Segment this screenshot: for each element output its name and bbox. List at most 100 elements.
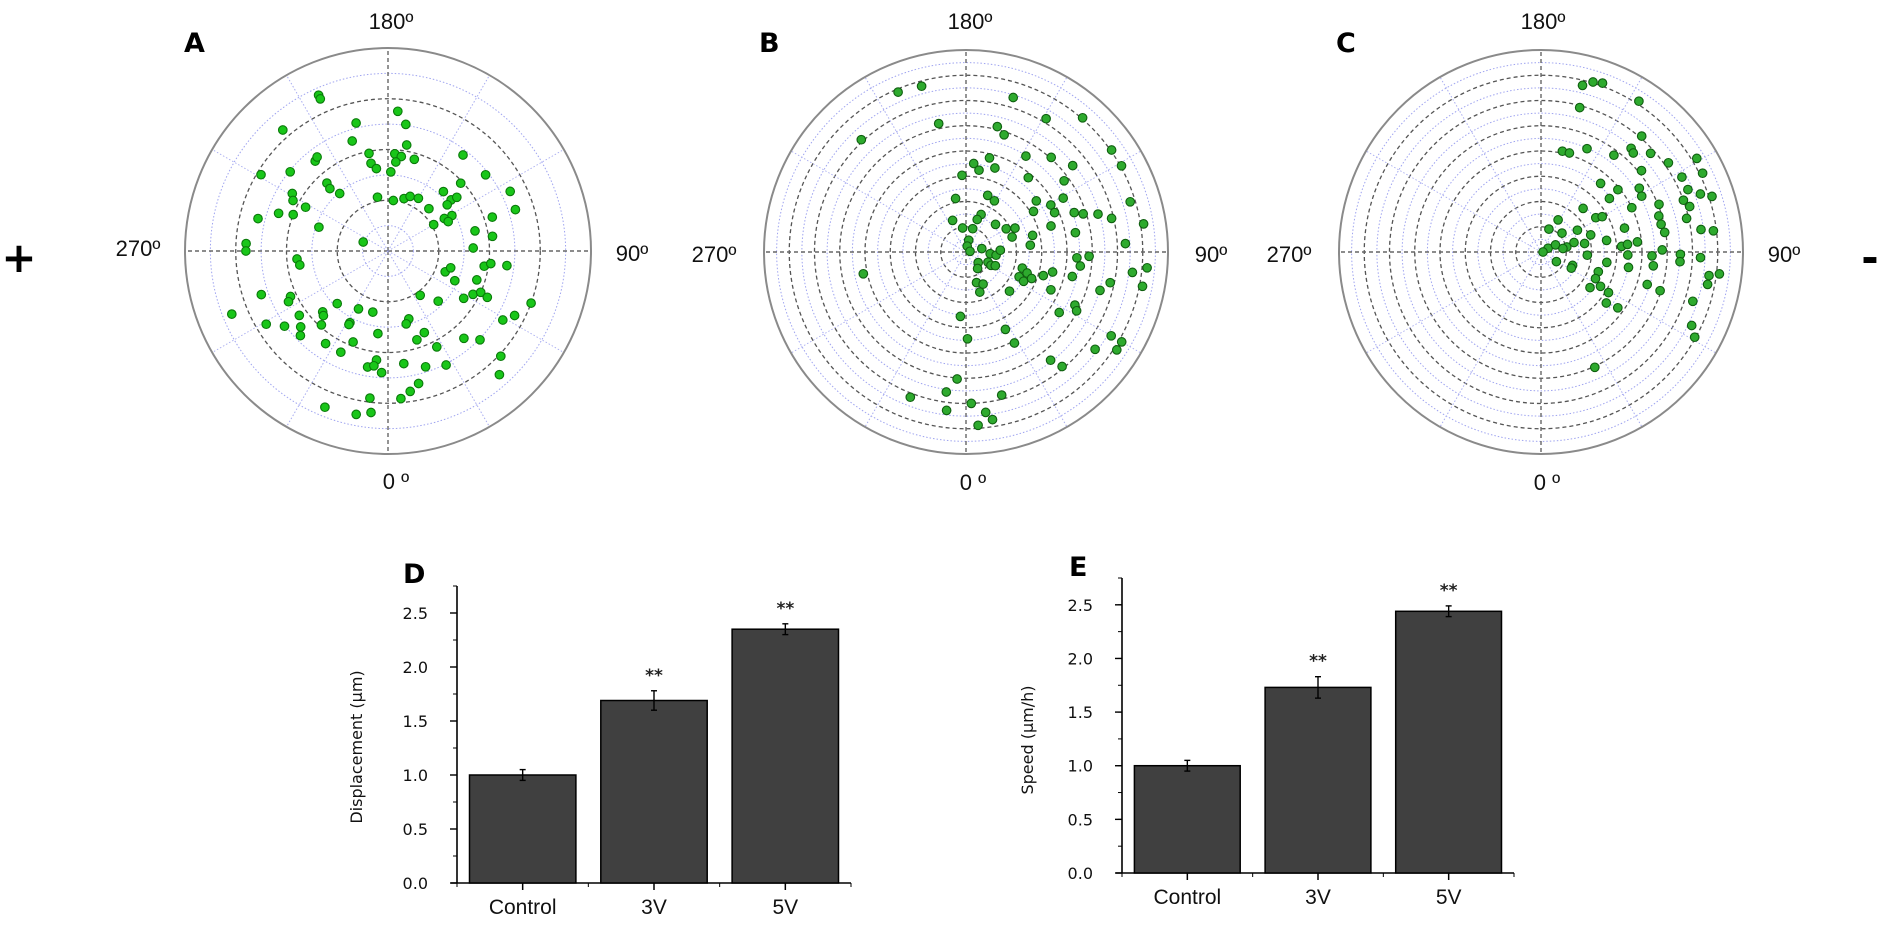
scatter-point — [1636, 191, 1647, 202]
bar-3v — [1264, 686, 1372, 874]
scatter-point — [390, 157, 401, 167]
scatter-point — [1578, 203, 1588, 214]
scatter-point — [1647, 251, 1657, 261]
scatter-point — [497, 315, 508, 325]
angle-label-bottom-c: 0 º — [1534, 470, 1560, 495]
angular-gridline — [1540, 251, 1643, 428]
scatter-point — [1645, 148, 1656, 159]
x-tick-label: Control — [1153, 886, 1221, 909]
scatter-point — [1007, 232, 1017, 242]
scatter-point — [941, 387, 952, 397]
scatter-point — [972, 214, 983, 225]
scatter-point — [405, 386, 416, 397]
scatter-point — [376, 367, 387, 378]
panel-label-c: C — [1336, 28, 1356, 59]
scatter-point — [353, 304, 364, 314]
scatter-point — [1069, 207, 1080, 218]
scatter-point — [982, 190, 993, 201]
scatter-point — [441, 360, 451, 370]
scatter-point — [978, 279, 988, 289]
polar-plot-b: B 180º 90º 0 º 270º — [692, 9, 1228, 495]
scatter-point — [1609, 150, 1619, 161]
significance-marker: ** — [1309, 652, 1327, 672]
angular-gridline — [965, 251, 1068, 428]
y-tick-label: 1.5 — [403, 712, 428, 731]
scatter-point — [987, 414, 998, 425]
scatter-point — [1018, 276, 1029, 287]
scatter-point — [1582, 250, 1593, 261]
scatter-point — [455, 178, 466, 189]
scatter-point — [502, 260, 512, 271]
radial-gridline-major — [235, 98, 541, 404]
y-tick-label: 1.0 — [1068, 757, 1093, 776]
scatter-point — [277, 125, 288, 135]
scatter-point — [320, 338, 331, 349]
scatter-point — [241, 246, 251, 256]
scatter-point — [989, 195, 1000, 206]
scatter-point — [1106, 213, 1117, 224]
scatter-point — [1714, 269, 1725, 279]
polar-plot-c: C 180º 90º 0 º 270º — [1267, 9, 1801, 495]
y-tick-label: 1.5 — [1068, 703, 1093, 722]
scatter-point — [1648, 260, 1659, 271]
y-axis-title-e: Speed (µm/h) — [1018, 685, 1037, 794]
y-axis-title-d: Displacement (µm) — [347, 670, 366, 823]
scatter-point — [412, 334, 422, 345]
scatter-point — [1634, 96, 1644, 107]
angular-gridline — [387, 250, 490, 428]
scatter-point — [451, 192, 462, 203]
scatter-point — [1704, 270, 1714, 281]
scatter-point — [459, 333, 469, 344]
x-tick-label: Control — [489, 896, 557, 919]
scatter-point — [1681, 213, 1692, 224]
scatter-point — [1702, 279, 1713, 290]
scatter-point — [366, 407, 376, 418]
scatter-point — [424, 203, 434, 214]
scatter-point — [952, 374, 962, 384]
angle-label-left-b: 270º — [692, 242, 737, 267]
scatter-point — [1127, 267, 1138, 278]
scatter-point — [288, 209, 299, 220]
scatter-point — [1059, 175, 1069, 186]
scatter-point — [950, 193, 961, 204]
angle-label-top-c: 180º — [1521, 9, 1566, 34]
scatter-point — [1622, 250, 1633, 260]
scatter-point — [1687, 296, 1698, 307]
scatter-point — [420, 361, 431, 372]
y-tick-label: 2.5 — [1068, 596, 1093, 615]
angular-gridline — [1540, 150, 1717, 253]
scatter-point — [273, 208, 284, 219]
scatter-point — [401, 319, 412, 329]
radial-gridline-major — [889, 175, 1043, 329]
scatter-point — [485, 258, 496, 269]
scatter-point — [1654, 199, 1664, 210]
y-tick-label: 0.5 — [403, 820, 428, 839]
scatter-point — [1544, 224, 1554, 234]
scatter-point — [344, 319, 354, 330]
radial-gridline-minor — [1527, 238, 1555, 266]
scatter-point — [1601, 235, 1612, 246]
scatter-point — [413, 378, 424, 389]
scatter-point — [348, 337, 358, 347]
angle-label-top-a: 180º — [369, 9, 414, 34]
scatter-point — [1695, 189, 1706, 199]
x-tick-label: 5V — [1436, 886, 1462, 909]
angular-gridline — [387, 74, 490, 252]
radial-gridline-major — [1464, 175, 1618, 329]
y-tick-label: 0.0 — [1068, 864, 1093, 883]
scatter-point — [1058, 193, 1069, 203]
scatter-point — [974, 165, 984, 176]
scatter-point — [471, 275, 482, 285]
scatter-point — [449, 275, 460, 286]
scatter-point — [1657, 245, 1668, 255]
scatter-point — [965, 246, 975, 257]
scatter-point — [976, 243, 987, 254]
scatter-point — [509, 310, 520, 321]
scatter-point — [1093, 209, 1103, 219]
y-tick-label: 1.0 — [403, 766, 428, 785]
scatter-point — [1697, 168, 1708, 179]
scatter-point — [433, 296, 444, 307]
scatter-point — [1613, 184, 1623, 195]
scatter-point — [1574, 102, 1585, 113]
